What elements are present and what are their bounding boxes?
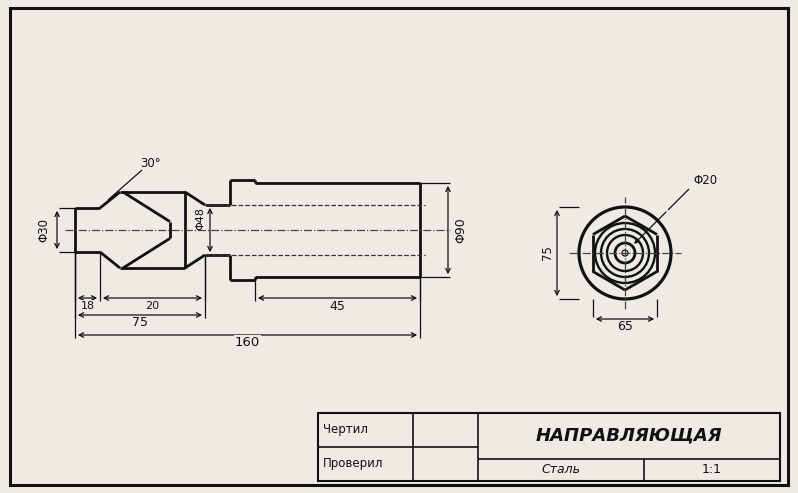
Text: НАПРАВЛЯЮЩАЯ: НАПРАВЛЯЮЩАЯ [535,427,722,445]
Text: Φ20: Φ20 [693,174,717,187]
Text: Сталь: Сталь [542,463,581,476]
Text: 160: 160 [235,337,260,350]
Text: Φ30: Φ30 [38,218,50,242]
Text: Φ90: Φ90 [455,217,468,243]
Text: Φ48: Φ48 [195,207,205,230]
Text: 20: 20 [145,301,160,311]
Text: 75: 75 [540,246,554,260]
Text: 18: 18 [81,301,94,311]
Text: 1:1: 1:1 [702,463,722,476]
Text: 65: 65 [617,320,633,333]
Text: 30°: 30° [140,157,160,170]
Text: 45: 45 [330,300,346,313]
Text: Проверил: Проверил [323,458,384,470]
Text: 75: 75 [132,317,148,329]
Text: Чертил: Чертил [323,423,368,436]
